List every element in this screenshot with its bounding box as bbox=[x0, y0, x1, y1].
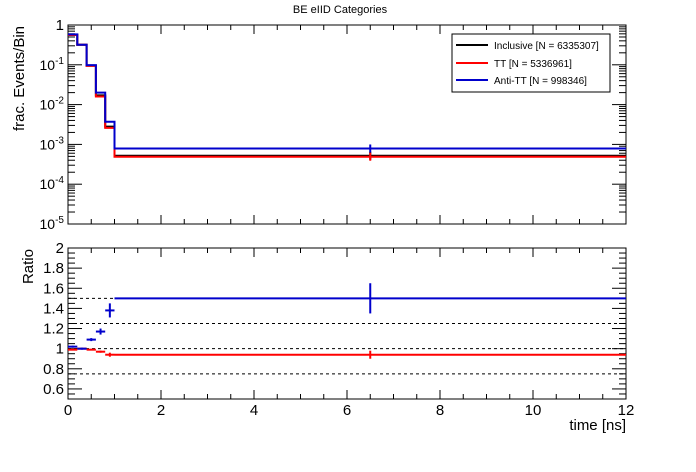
legend-label-inclusive: Inclusive [N = 6335307] bbox=[494, 41, 599, 52]
x-tick-label: 4 bbox=[250, 402, 258, 419]
x-axis-label: time [ns] bbox=[569, 417, 626, 434]
ratio-y-tick-label: 1.8 bbox=[43, 260, 64, 277]
ratio-y-tick-label: 1.2 bbox=[43, 321, 64, 338]
ratio-y-tick-label: 1 bbox=[56, 341, 64, 358]
x-tick-label: 2 bbox=[157, 402, 165, 419]
top-panel: 1 10-1 10-2 10-3 10-4 10-5 bbox=[40, 17, 627, 232]
x-tick-label: 6 bbox=[343, 402, 351, 419]
ratio-y-tick-label: 1.6 bbox=[43, 280, 64, 297]
legend: Inclusive [N = 6335307] TT [N = 5336961]… bbox=[451, 33, 611, 93]
ratio-y-tick-label: 0.6 bbox=[43, 381, 64, 398]
top-y-tick-label: 10-5 bbox=[40, 215, 65, 232]
x-tick-label: 10 bbox=[525, 402, 542, 419]
ratio-y-tick-label: 2 bbox=[56, 240, 64, 257]
top-y-tick-label: 10-2 bbox=[40, 96, 65, 113]
hist-series-2 bbox=[68, 33, 626, 150]
legend-label-anti-tt: Anti-TT [N = 998346] bbox=[494, 76, 587, 87]
top-y-tick-label: 10-4 bbox=[40, 175, 65, 192]
ratio-panel: 0 2 4 6 8 10 12 0.6 0.8 1 1.2 1.4 1.6 1.8 2 bbox=[43, 240, 634, 419]
chart-title: BE eIID Categories bbox=[293, 4, 388, 16]
ratio-y-tick-label: 1.4 bbox=[43, 300, 64, 317]
top-y-tick-label: 10-1 bbox=[40, 56, 65, 73]
ratio-y-axis-label: Ratio bbox=[20, 249, 37, 284]
x-tick-label: 12 bbox=[618, 402, 635, 419]
top-y-tick-label: 1 bbox=[56, 17, 64, 34]
top-y-tick-label: 10-3 bbox=[40, 135, 65, 152]
ratio-y-tick-label: 0.8 bbox=[43, 361, 64, 378]
x-tick-label: 0 bbox=[64, 402, 72, 419]
x-tick-label: 8 bbox=[436, 402, 444, 419]
legend-label-tt: TT [N = 5336961] bbox=[494, 59, 572, 70]
top-y-axis-label: frac. Events/Bin bbox=[11, 26, 28, 131]
